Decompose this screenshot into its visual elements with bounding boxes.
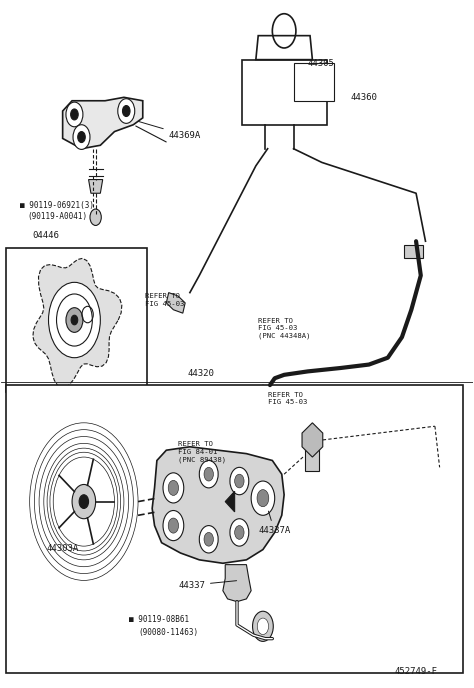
Circle shape	[168, 480, 179, 495]
Text: 44369A: 44369A	[138, 121, 201, 140]
Circle shape	[253, 611, 273, 641]
Circle shape	[73, 125, 90, 149]
Polygon shape	[63, 97, 143, 149]
Circle shape	[90, 209, 101, 226]
Circle shape	[48, 282, 100, 358]
Circle shape	[204, 533, 213, 546]
Polygon shape	[152, 447, 284, 563]
Polygon shape	[223, 565, 251, 601]
Circle shape	[66, 308, 83, 332]
Circle shape	[251, 481, 275, 515]
Circle shape	[78, 131, 85, 142]
Text: 44305: 44305	[308, 59, 335, 69]
Bar	[404, 245, 423, 259]
Text: 452749-F: 452749-F	[394, 667, 438, 676]
Polygon shape	[225, 491, 235, 512]
Text: REFER TO
FIG 45-03
(PNC 44348A): REFER TO FIG 45-03 (PNC 44348A)	[258, 318, 310, 339]
Bar	[305, 433, 319, 471]
Text: (90080-11463): (90080-11463)	[138, 628, 198, 637]
Text: REFER TO
FIG 84-01
(PNC 89438): REFER TO FIG 84-01 (PNC 89438)	[178, 441, 226, 463]
Text: 44360: 44360	[350, 93, 377, 102]
Text: (90119-A0041): (90119-A0041)	[27, 213, 87, 222]
Text: 44303A: 44303A	[46, 544, 78, 553]
Polygon shape	[166, 292, 185, 313]
Circle shape	[118, 98, 135, 123]
Text: ■ 90119-08B61: ■ 90119-08B61	[128, 614, 189, 623]
Circle shape	[66, 102, 83, 127]
Circle shape	[168, 518, 179, 533]
Circle shape	[71, 109, 78, 120]
Circle shape	[199, 526, 218, 553]
Polygon shape	[254, 385, 273, 402]
Polygon shape	[89, 180, 103, 193]
Circle shape	[71, 315, 78, 325]
Text: 04446: 04446	[32, 230, 59, 240]
Text: REFER TO
FIG 45-03: REFER TO FIG 45-03	[145, 293, 184, 307]
Bar	[293, 63, 334, 100]
Circle shape	[163, 510, 184, 541]
Bar	[6, 385, 463, 673]
Circle shape	[79, 495, 89, 508]
Polygon shape	[33, 259, 122, 388]
Text: REFER TO
FIG 45-03: REFER TO FIG 45-03	[268, 392, 307, 405]
Circle shape	[230, 519, 249, 546]
Text: 44320: 44320	[188, 369, 214, 378]
Circle shape	[230, 467, 249, 495]
Circle shape	[257, 618, 269, 634]
Circle shape	[163, 473, 184, 503]
Text: 44337A: 44337A	[258, 511, 291, 535]
Circle shape	[257, 490, 269, 507]
Polygon shape	[302, 423, 323, 457]
Text: ■ 90119-06921(3): ■ 90119-06921(3)	[20, 202, 94, 211]
Circle shape	[72, 484, 96, 519]
Circle shape	[204, 467, 213, 481]
Bar	[6, 248, 147, 392]
Circle shape	[122, 105, 130, 116]
Circle shape	[235, 526, 244, 539]
Text: 44337: 44337	[178, 581, 237, 590]
Circle shape	[235, 474, 244, 488]
Circle shape	[199, 460, 218, 488]
